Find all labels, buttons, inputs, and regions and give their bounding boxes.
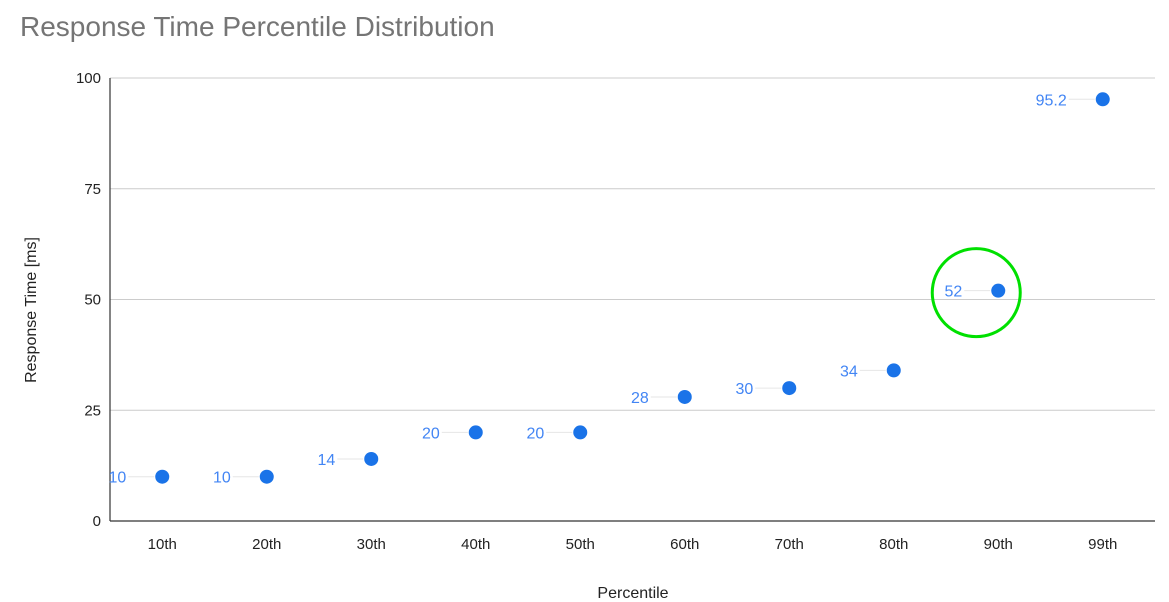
y-tick-label: 100 [76,70,101,87]
x-tick-label: 10th [148,536,177,553]
data-label: 10 [213,470,231,487]
y-axis-tick-labels: 0 25 50 75 100 [76,70,101,530]
data-point [782,381,797,396]
data-label: 14 [317,452,335,469]
y-tick-label: 75 [84,181,101,198]
data-point [1095,92,1110,107]
chart-title: Response Time Percentile Distribution [20,11,495,42]
x-tick-label: 40th [461,536,490,553]
data-point [573,425,588,440]
x-tick-label: 50th [566,536,595,553]
x-tick-label: 90th [984,536,1013,553]
x-axis-label: Percentile [597,585,668,602]
gridlines [109,77,1155,522]
annotations [930,247,1022,339]
data-point [155,469,170,484]
data-label: 10 [108,470,126,487]
highlight-circle [930,247,1022,339]
data-label: 95.2 [1036,92,1067,109]
y-tick-label: 25 [84,402,101,419]
data-point [991,283,1006,298]
data-point [259,469,274,484]
data-point [468,425,483,440]
data-points [155,92,1110,484]
x-tick-label: 20th [252,536,281,553]
x-tick-label: 30th [357,536,386,553]
x-axis-tick-labels: 10th 20th 30th 40th 50th 60th 70th 80th 90th 99th [148,536,1118,553]
data-labels: 10 10 14 20 20 28 30 34 52 95.2 [108,92,1095,487]
data-label: 30 [735,381,753,398]
x-tick-label: 60th [670,536,699,553]
data-label: 20 [422,425,440,442]
x-tick-label: 80th [879,536,908,553]
y-tick-label: 0 [93,513,101,530]
y-axis-label: Response Time [ms] [23,237,40,383]
data-label: 20 [526,425,544,442]
data-point [677,389,692,404]
x-tick-label: 99th [1088,536,1117,553]
data-label: 52 [944,284,962,301]
x-tick-label: 70th [775,536,804,553]
data-point [364,451,379,466]
y-tick-label: 50 [84,292,101,309]
data-label: 28 [631,390,649,407]
data-point [886,363,901,378]
data-label: 34 [840,363,858,380]
